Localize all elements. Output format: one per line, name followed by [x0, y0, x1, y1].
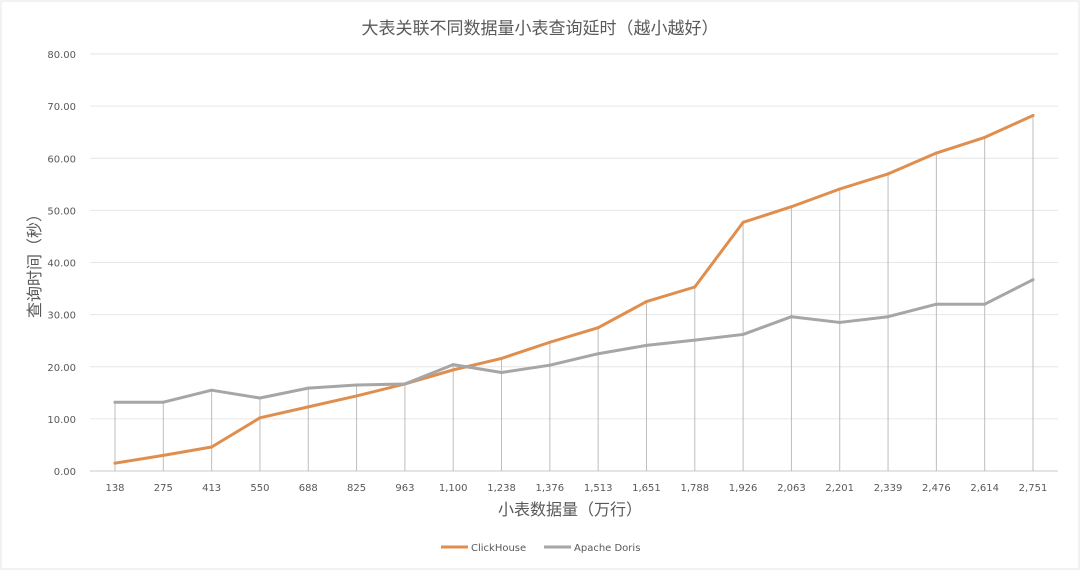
data-point — [451, 363, 455, 367]
x-tick-label: 1,100 — [439, 483, 468, 494]
grid-lines — [90, 53, 1058, 472]
x-tick-label: 2,614 — [970, 483, 999, 494]
x-tick-labels: 138 275 413 550 688 825 963 1,100 1,238 1,376 1,51… — [105, 483, 1047, 494]
y-axis-label: 查询时间（秒） — [25, 206, 44, 318]
x-tick-label: 2,201 — [825, 483, 854, 494]
y-tick-label: 20.00 — [47, 363, 76, 374]
x-tick-label: 138 — [105, 483, 124, 494]
x-tick-label: 1,513 — [584, 483, 613, 494]
x-tick-label: 825 — [347, 483, 366, 494]
data-point — [838, 320, 842, 324]
y-tick-label: 30.00 — [47, 311, 76, 322]
x-tick-label: 1,376 — [536, 483, 565, 494]
data-point — [741, 220, 745, 224]
data-point — [355, 394, 359, 398]
data-point — [983, 302, 987, 306]
x-tick-label: 963 — [395, 483, 414, 494]
data-point — [113, 400, 117, 404]
data-point — [983, 135, 987, 139]
x-tick-label: 1,926 — [729, 483, 758, 494]
y-tick-label: 40.00 — [47, 259, 76, 270]
series-lines — [113, 114, 1035, 465]
data-point — [258, 396, 262, 400]
data-point — [403, 382, 407, 386]
y-tick-labels: 0.00 10.00 20.00 30.00 40.00 50.00 60.00 70.00 8… — [47, 50, 76, 478]
x-tick-label: 1,788 — [680, 483, 709, 494]
x-tick-label: 2,339 — [874, 483, 903, 494]
data-point — [1031, 114, 1035, 118]
y-tick-label: 70.00 — [47, 102, 76, 113]
data-point — [161, 400, 165, 404]
data-point — [113, 461, 117, 465]
x-tick-label: 688 — [299, 483, 318, 494]
legend: ClickHouse Apache Doris — [441, 543, 640, 554]
drop-lines — [114, 115, 1034, 471]
x-tick-label: 1,238 — [487, 483, 516, 494]
data-point — [741, 332, 745, 336]
chart-title: 大表关联不同数据量小表查询延时（越小越好） — [362, 19, 719, 39]
data-point — [693, 338, 697, 342]
x-tick-label: 2,476 — [922, 483, 951, 494]
data-point — [258, 416, 262, 420]
data-point — [886, 315, 890, 319]
data-point — [644, 300, 648, 304]
x-tick-label: 1,651 — [632, 483, 661, 494]
x-tick-label: 2,751 — [1019, 483, 1048, 494]
series-line-clickhouse — [113, 114, 1035, 465]
data-point — [838, 187, 842, 191]
y-tick-label: 60.00 — [47, 154, 76, 165]
data-point — [934, 302, 938, 306]
data-point — [548, 340, 552, 344]
legend-label: ClickHouse — [471, 543, 526, 554]
x-axis-label: 小表数据量（万行） — [498, 500, 642, 519]
series-line-apache-doris — [113, 278, 1035, 404]
data-point — [886, 172, 890, 176]
data-point — [451, 368, 455, 372]
legend-label: Apache Doris — [574, 543, 640, 554]
data-point — [644, 343, 648, 347]
data-point — [596, 326, 600, 330]
x-tick-label: 275 — [154, 483, 173, 494]
data-point — [789, 205, 793, 209]
x-tick-label: 413 — [202, 483, 221, 494]
data-point — [596, 352, 600, 356]
x-tick-label: 2,063 — [777, 483, 806, 494]
data-point — [355, 383, 359, 387]
y-tick-label: 10.00 — [47, 415, 76, 426]
data-point — [789, 315, 793, 319]
y-tick-label: 0.00 — [54, 467, 76, 478]
data-point — [934, 151, 938, 155]
data-point — [500, 370, 504, 374]
data-point — [306, 405, 310, 409]
data-point — [1031, 278, 1035, 282]
data-point — [548, 363, 552, 367]
data-point — [210, 388, 214, 392]
y-tick-label: 80.00 — [47, 50, 76, 61]
data-point — [161, 453, 165, 457]
data-point — [306, 386, 310, 390]
y-tick-label: 50.00 — [47, 206, 76, 217]
data-point — [693, 285, 697, 289]
data-point — [210, 445, 214, 449]
x-tick-label: 550 — [250, 483, 269, 494]
data-point — [500, 356, 504, 360]
